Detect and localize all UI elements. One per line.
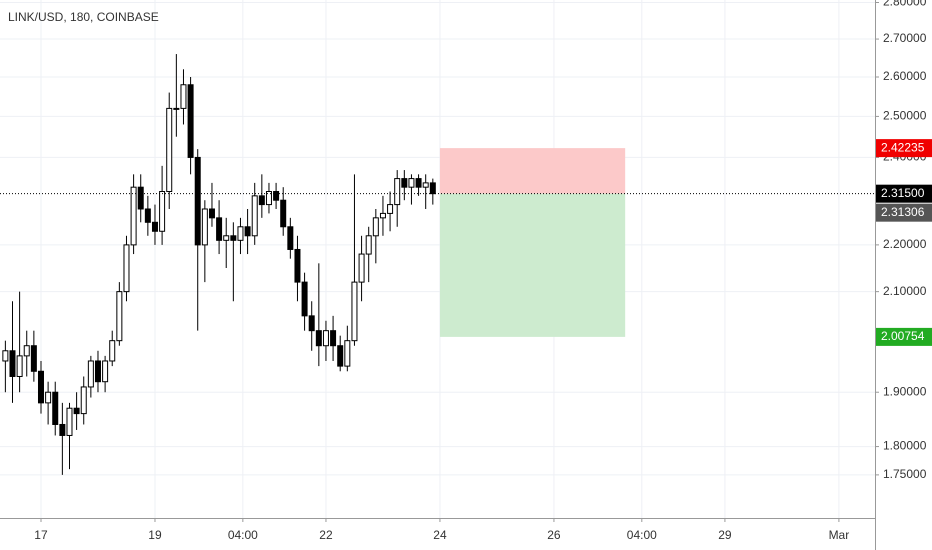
candle-body	[187, 84, 194, 158]
candle-body	[159, 191, 166, 232]
candle-body	[429, 182, 436, 195]
x-tick-label: 04:00	[228, 528, 258, 542]
y-tick-label: 2.10000	[883, 284, 927, 298]
candle-body	[94, 360, 101, 383]
candle-body	[244, 226, 251, 237]
candle-body	[351, 281, 358, 342]
candle-body	[144, 208, 151, 223]
candle-body	[9, 350, 16, 377]
y-tick-label: 2.80000	[883, 0, 927, 9]
price-label: 2.42235	[881, 140, 925, 154]
x-tick-label: 26	[547, 528, 561, 542]
grid	[0, 0, 875, 518]
candle-body	[166, 107, 173, 193]
y-tick-label: 2.50000	[883, 109, 927, 123]
candle-body	[180, 84, 187, 109]
price-label: 2.00754	[881, 329, 925, 343]
candle-body	[116, 291, 123, 342]
target-zone	[439, 193, 626, 337]
candle-body	[372, 217, 379, 237]
candle-body	[237, 226, 244, 241]
chart-title: LINK/USD, 180, COINBASE	[8, 10, 159, 24]
candle-body	[123, 244, 130, 293]
y-tick-label: 2.70000	[883, 31, 927, 45]
price-label-box	[876, 184, 932, 203]
candle-body	[201, 208, 208, 246]
candle-body	[2, 350, 9, 362]
candle-body	[294, 248, 301, 283]
y-tick-label: 1.90000	[883, 384, 927, 398]
candle-body	[301, 281, 308, 317]
candle-body	[344, 340, 351, 367]
candle-body	[422, 182, 429, 188]
y-tick-label: 1.80000	[883, 439, 927, 453]
candle-body	[394, 178, 401, 206]
candle-body	[130, 186, 137, 246]
candle-body	[23, 345, 30, 357]
y-tick-label: 2.20000	[883, 237, 927, 251]
price-label: 2.31500	[881, 186, 925, 200]
candle-body	[59, 423, 66, 436]
candle-body	[16, 355, 23, 377]
candle-body	[387, 204, 394, 214]
candle-body	[322, 330, 329, 347]
candle-body	[308, 315, 315, 332]
candle-body	[230, 235, 237, 241]
plot	[0, 54, 875, 475]
candle-body	[273, 191, 280, 201]
price-label-box	[876, 327, 932, 346]
candle-body	[173, 107, 180, 110]
candle-body	[415, 178, 422, 188]
stop-zone	[439, 148, 626, 194]
candle-body	[258, 195, 265, 206]
candle-body	[330, 330, 337, 347]
candle-body	[401, 178, 408, 188]
candle-body	[66, 407, 73, 436]
candle-body	[223, 235, 230, 241]
candle-body	[315, 330, 322, 347]
x-tick-label: 17	[34, 528, 48, 542]
x-tick-label: 24	[433, 528, 447, 542]
candle-body	[37, 370, 44, 404]
candle-body	[337, 345, 344, 367]
candle-body	[80, 386, 87, 415]
candle-body	[265, 191, 272, 206]
candle-body	[251, 195, 258, 237]
candle-body	[137, 186, 144, 210]
candle-body	[408, 178, 415, 188]
candle-body	[280, 199, 287, 228]
candle-body	[109, 340, 116, 362]
y-tick-label: 1.75000	[883, 467, 927, 481]
x-tick-label: 29	[718, 528, 732, 542]
candle-body	[87, 360, 94, 388]
x-tick-label: Mar	[829, 528, 850, 542]
price-label-box	[876, 139, 932, 158]
candle-body	[194, 156, 201, 246]
candle-body	[365, 235, 372, 255]
candle-body	[379, 212, 386, 219]
candle-body	[73, 407, 80, 415]
candle-body	[216, 217, 223, 241]
x-tick-label: 22	[319, 528, 333, 542]
y-tick-label: 2.60000	[883, 69, 927, 83]
candle-body	[208, 208, 215, 219]
candle-body	[30, 345, 37, 372]
x-tick-label: 19	[148, 528, 162, 542]
candle-body	[52, 391, 59, 425]
candle-body	[102, 360, 109, 383]
price-label: 2.31306	[881, 205, 925, 219]
candle-body	[45, 391, 52, 404]
candle-body	[358, 253, 365, 283]
x-tick-label: 04:00	[627, 528, 657, 542]
candle-body	[287, 226, 294, 250]
price-label-box	[876, 203, 932, 222]
candle-body	[151, 221, 158, 232]
